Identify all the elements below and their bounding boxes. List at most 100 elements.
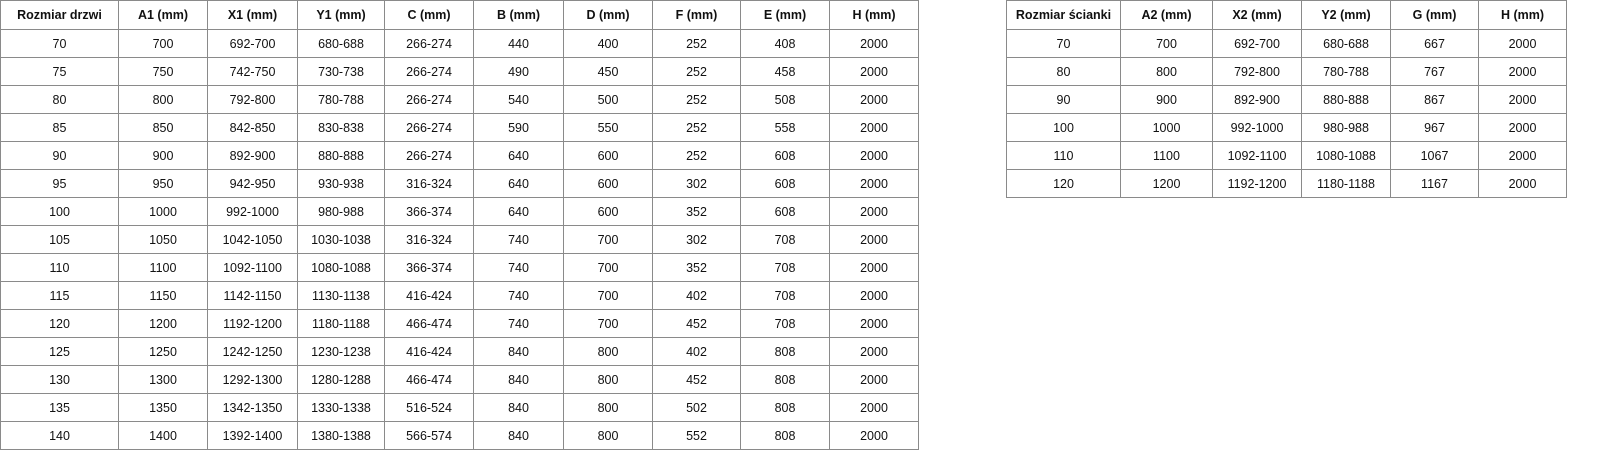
table-cell: 780-788 bbox=[1301, 57, 1391, 86]
table-cell: 452 bbox=[652, 309, 741, 338]
table-row: 90 900 892-900 880-888 266-274 640 600 252 608 20… bbox=[0, 141, 919, 170]
table-cell: 1180-1188 bbox=[297, 309, 385, 338]
table-cell: 900 bbox=[118, 141, 208, 170]
table-cell: 840 bbox=[473, 337, 564, 366]
table-row: 75 750 742-750 730-738 266-274 490 450 252 458 20… bbox=[0, 57, 919, 86]
table-row: 80 800 792-800 780-788 266-274 540 500 252 508 20… bbox=[0, 85, 919, 114]
table-cell: 600 bbox=[563, 169, 653, 198]
table-cell: 366-374 bbox=[384, 197, 474, 226]
table-cell: 120 bbox=[1006, 169, 1121, 198]
table-cell: 1180-1188 bbox=[1301, 169, 1391, 198]
table-cell: 1342-1350 bbox=[207, 393, 298, 422]
table-cell: 867 bbox=[1390, 85, 1479, 114]
table-cell: 667 bbox=[1390, 29, 1479, 58]
table-cell: 590 bbox=[473, 113, 564, 142]
table-cell: 640 bbox=[473, 197, 564, 226]
table-cell: 808 bbox=[740, 337, 830, 366]
table-row: 110 1100 1092-1100 1080-1088 366-374 740 700 35… bbox=[0, 253, 919, 282]
table-cell: 692-700 bbox=[207, 29, 298, 58]
table-cell: 1100 bbox=[118, 253, 208, 282]
table-row: 110 1100 1092-1100 1080-1088 1067 2000 bbox=[1006, 141, 1567, 170]
header-row: Rozmiar drzwi A1 (mm) X1 (mm) Y1 (mm) C (mm)… bbox=[0, 0, 919, 30]
table-cell: 892-900 bbox=[1212, 85, 1302, 114]
table-cell: 316-324 bbox=[384, 169, 474, 198]
table-cell: 800 bbox=[563, 365, 653, 394]
table-cell: 1200 bbox=[1120, 169, 1213, 198]
table-cell: 125 bbox=[0, 337, 119, 366]
table-cell: 558 bbox=[740, 113, 830, 142]
table-cell: 840 bbox=[473, 365, 564, 394]
table-cell: 540 bbox=[473, 85, 564, 114]
table-cell: 120 bbox=[0, 309, 119, 338]
table-cell: 808 bbox=[740, 393, 830, 422]
table-cell: 700 bbox=[118, 29, 208, 58]
table-row: 120 1200 1192-1200 1180-1188 1167 2000 bbox=[1006, 169, 1567, 198]
table-cell: 440 bbox=[473, 29, 564, 58]
table-cell: 100 bbox=[1006, 113, 1121, 142]
table-cell: 608 bbox=[740, 197, 830, 226]
table-cell: 252 bbox=[652, 85, 741, 114]
table-row: 70 700 692-700 680-688 667 2000 bbox=[1006, 29, 1567, 58]
table-row: 70 700 692-700 680-688 266-274 440 400 252 408 20… bbox=[0, 29, 919, 58]
table-cell: 266-274 bbox=[384, 29, 474, 58]
column-header: F (mm) bbox=[652, 0, 741, 30]
table-cell: 792-800 bbox=[207, 85, 298, 114]
table-cell: 1030-1038 bbox=[297, 225, 385, 254]
table-cell: 808 bbox=[740, 365, 830, 394]
column-header: H (mm) bbox=[829, 0, 919, 30]
table-cell: 2000 bbox=[829, 393, 919, 422]
table-cell: 840 bbox=[473, 393, 564, 422]
column-header: A1 (mm) bbox=[118, 0, 208, 30]
table-row: 100 1000 992-1000 980-988 366-374 640 600 352 60… bbox=[0, 197, 919, 226]
table-cell: 252 bbox=[652, 57, 741, 86]
table-cell: 1167 bbox=[1390, 169, 1479, 198]
column-header: Rozmiar ścianki bbox=[1006, 0, 1121, 30]
table-cell: 1042-1050 bbox=[207, 225, 298, 254]
table-cell: 792-800 bbox=[1212, 57, 1302, 86]
table-cell: 252 bbox=[652, 141, 741, 170]
header-row: Rozmiar ścianki A2 (mm) X2 (mm) Y2 (mm) G (m… bbox=[1006, 0, 1567, 30]
table-cell: 740 bbox=[473, 281, 564, 310]
table-cell: 2000 bbox=[1478, 113, 1567, 142]
table-cell: 2000 bbox=[1478, 85, 1567, 114]
table-cell: 942-950 bbox=[207, 169, 298, 198]
table-cell: 85 bbox=[0, 113, 119, 142]
table-cell: 1242-1250 bbox=[207, 337, 298, 366]
table-cell: 1280-1288 bbox=[297, 365, 385, 394]
table-cell: 366-374 bbox=[384, 253, 474, 282]
table-cell: 2000 bbox=[1478, 29, 1567, 58]
table-row: 95 950 942-950 930-938 316-324 640 600 302 608 20… bbox=[0, 169, 919, 198]
table-cell: 800 bbox=[563, 393, 653, 422]
table-cell: 1350 bbox=[118, 393, 208, 422]
table-cell: 600 bbox=[563, 141, 653, 170]
table-cell: 80 bbox=[0, 85, 119, 114]
table-cell: 2000 bbox=[829, 141, 919, 170]
table-cell: 980-988 bbox=[1301, 113, 1391, 142]
table-cell: 708 bbox=[740, 309, 830, 338]
table-cell: 1192-1200 bbox=[207, 309, 298, 338]
table-cell: 708 bbox=[740, 225, 830, 254]
table-cell: 100 bbox=[0, 197, 119, 226]
table-cell: 700 bbox=[563, 309, 653, 338]
table-cell: 1380-1388 bbox=[297, 421, 385, 450]
table-cell: 742-750 bbox=[207, 57, 298, 86]
table-cell: 2000 bbox=[829, 337, 919, 366]
table-cell: 842-850 bbox=[207, 113, 298, 142]
table-cell: 110 bbox=[0, 253, 119, 282]
table-cell: 466-474 bbox=[384, 309, 474, 338]
table-cell: 2000 bbox=[829, 365, 919, 394]
table-cell: 115 bbox=[0, 281, 119, 310]
table-cell: 780-788 bbox=[297, 85, 385, 114]
table-cell: 452 bbox=[652, 365, 741, 394]
table-cell: 800 bbox=[118, 85, 208, 114]
table-cell: 1100 bbox=[1120, 141, 1213, 170]
table-cell: 508 bbox=[740, 85, 830, 114]
table-cell: 2000 bbox=[829, 85, 919, 114]
table-cell: 2000 bbox=[829, 57, 919, 86]
table-cell: 408 bbox=[740, 29, 830, 58]
column-header: Y1 (mm) bbox=[297, 0, 385, 30]
table-cell: 740 bbox=[473, 309, 564, 338]
table-cell: 266-274 bbox=[384, 57, 474, 86]
table-cell: 680-688 bbox=[1301, 29, 1391, 58]
table-cell: 552 bbox=[652, 421, 741, 450]
